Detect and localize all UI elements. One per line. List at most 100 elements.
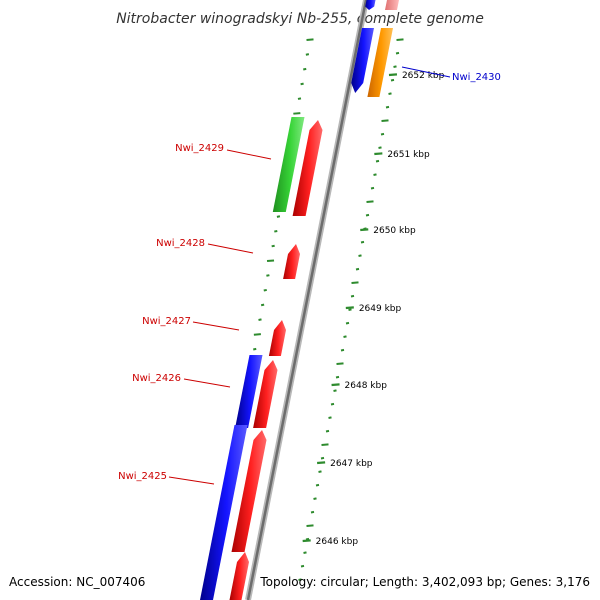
- major-tick-mark: [317, 461, 326, 465]
- tick-mark: [381, 119, 389, 122]
- tick-mark: [300, 564, 305, 568]
- tick-mark: [266, 259, 275, 263]
- tick-mark: [388, 92, 392, 95]
- tick-mark: [293, 112, 301, 115]
- scale-tick-label: 2651 kbp: [387, 150, 430, 160]
- cds-feature: [351, 28, 374, 93]
- major-tick-mark: [388, 73, 398, 77]
- tick-mark: [260, 303, 265, 307]
- tick-mark: [343, 335, 347, 338]
- rna-feature: [272, 117, 305, 212]
- tick-mark: [271, 244, 275, 248]
- cds-feature: [365, 0, 376, 10]
- tick-mark: [315, 483, 320, 487]
- tick-mark: [373, 173, 377, 176]
- gene-label: Nwi_2429: [175, 143, 224, 154]
- cds-feature: [385, 0, 399, 10]
- tick-mark: [303, 551, 307, 554]
- cds-feature: [253, 360, 278, 428]
- highlighted-gene-feature: [367, 28, 393, 97]
- tick-mark: [320, 456, 325, 460]
- gene-leader-line: [207, 243, 254, 254]
- tick-mark: [305, 53, 310, 56]
- scale-tick-label: 2652 kbp: [402, 71, 445, 81]
- gene-label: Nwi_2430: [452, 72, 501, 83]
- tick-mark: [360, 240, 365, 244]
- tick-mark: [345, 321, 350, 325]
- tick-mark: [253, 333, 261, 336]
- tick-mark: [310, 510, 315, 514]
- tick-mark: [330, 402, 335, 406]
- tick-mark: [390, 78, 395, 82]
- tick-mark: [313, 497, 317, 500]
- cds-feature: [283, 244, 300, 279]
- tick-mark: [328, 416, 332, 419]
- tick-mark: [365, 213, 370, 217]
- cds-feature: [200, 425, 248, 600]
- gene-features: [200, 0, 399, 600]
- gene-labels: Nwi_2430 Nwi_2429 Nwi_2428 Nwi_2427 Nwi_2426…: [118, 66, 501, 485]
- tick-mark: [306, 38, 314, 41]
- tick-mark: [351, 281, 359, 284]
- tick-mark: [370, 186, 375, 190]
- gene-leader-line: [183, 378, 231, 388]
- accession-text: Accession: NC_007406: [9, 575, 145, 589]
- tick-mark: [306, 524, 314, 527]
- gene-leader-line: [401, 66, 451, 78]
- gene-label: Nwi_2426: [132, 373, 181, 384]
- tick-mark: [380, 132, 385, 136]
- major-tick-mark: [345, 306, 354, 310]
- major-tick-mark: [302, 539, 311, 543]
- map-title: Nitrobacter winogradskyi Nb-255, complet…: [116, 11, 484, 27]
- tick-mark: [395, 51, 400, 55]
- gene-leader-line: [226, 149, 272, 160]
- tick-mark: [321, 443, 329, 446]
- tick-mark: [396, 38, 404, 41]
- tick-mark: [375, 159, 380, 163]
- tick-mark: [298, 578, 302, 581]
- tick-mark: [336, 362, 344, 365]
- gene-leader-line: [192, 321, 240, 331]
- tick-mark: [274, 229, 278, 233]
- tick-mark: [258, 318, 262, 321]
- tick-mark: [358, 254, 362, 257]
- backbone: [245, 0, 369, 600]
- scale-tick-label: 2649 kbp: [359, 304, 402, 314]
- major-tick-mark: [374, 152, 383, 156]
- cds-feature: [235, 355, 263, 428]
- gene-leader-line: [168, 476, 215, 485]
- scale-tick-label: 2650 kbp: [373, 226, 416, 236]
- tick-mark: [303, 67, 307, 71]
- tick-mark: [340, 348, 345, 352]
- tick-mark: [266, 274, 270, 277]
- tick-mark: [263, 288, 267, 292]
- cds-feature: [292, 120, 323, 216]
- tick-mark: [350, 294, 355, 298]
- cds-feature: [268, 320, 286, 356]
- gene-label: Nwi_2425: [118, 471, 167, 482]
- scale-tick-label: 2648 kbp: [345, 381, 388, 391]
- tick-mark: [333, 389, 337, 392]
- gene-label: Nwi_2427: [142, 316, 191, 327]
- tick-mark: [297, 97, 302, 100]
- tick-mark: [366, 200, 374, 203]
- scale-tick-label: 2647 kbp: [330, 459, 373, 469]
- tick-mark: [325, 429, 330, 433]
- major-tick-mark: [360, 228, 369, 232]
- tick-mark: [276, 215, 281, 218]
- tick-mark: [378, 146, 382, 149]
- tick-mark: [348, 308, 352, 311]
- tick-mark: [318, 470, 322, 473]
- tick-mark: [393, 65, 397, 68]
- cds-feature: [229, 552, 249, 600]
- tick-mark: [300, 82, 304, 86]
- tick-mark: [385, 105, 390, 109]
- tick-mark: [253, 347, 257, 351]
- scale-tick-label: 2646 kbp: [316, 537, 359, 547]
- tick-mark: [335, 375, 340, 379]
- tick-mark: [305, 537, 310, 541]
- genome-summary-text: Topology: circular; Length: 3,402,093 bp…: [259, 575, 590, 589]
- gene-label: Nwi_2428: [156, 238, 205, 249]
